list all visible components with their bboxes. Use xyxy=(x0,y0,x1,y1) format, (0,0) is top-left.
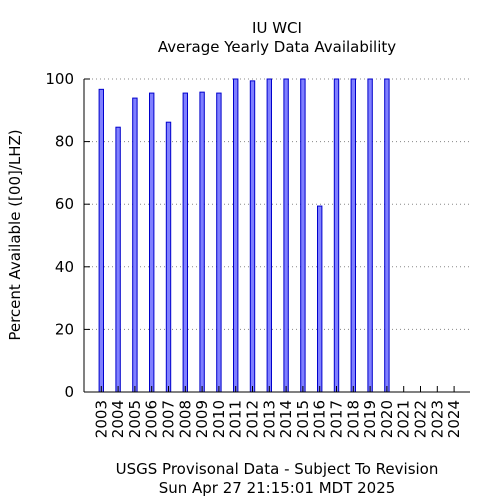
bar-2012 xyxy=(249,80,256,393)
bar-2003 xyxy=(98,88,104,393)
x-tick-label: 2005 xyxy=(126,400,144,438)
bar-2015 xyxy=(300,78,306,393)
x-tick-label: 2008 xyxy=(176,400,194,438)
bar-2014 xyxy=(283,78,289,393)
bar-2005 xyxy=(132,97,138,393)
chart-title: IU WCI xyxy=(252,19,302,37)
x-axis-ticks: 2003200420052006200720082009201020112012… xyxy=(92,386,463,438)
x-tick-label: 2007 xyxy=(160,400,178,438)
chart-subtitle: Average Yearly Data Availability xyxy=(158,38,396,56)
bar-2018 xyxy=(350,78,357,393)
bar-2008 xyxy=(182,92,189,393)
bar-2009 xyxy=(199,91,205,393)
x-tick-label: 2003 xyxy=(92,400,110,438)
bars xyxy=(98,78,390,393)
bar-2017 xyxy=(333,78,340,393)
bar-2019 xyxy=(367,78,373,393)
x-tick-label: 2022 xyxy=(412,400,430,438)
y-axis-ticks: 0 20 40 60 80 100 xyxy=(45,70,90,401)
x-tick-label: 2010 xyxy=(210,400,228,438)
bar-2011 xyxy=(233,78,239,393)
x-tick-label: 2017 xyxy=(328,400,346,438)
x-tick-label: 2015 xyxy=(294,400,312,438)
y-axis-label: Percent Available ([00]/LHZ) xyxy=(6,129,24,340)
x-tick-label: 2009 xyxy=(193,400,211,438)
x-tick-label: 2023 xyxy=(428,400,446,438)
x-tick-label: 2012 xyxy=(244,400,262,438)
footer-timestamp: Sun Apr 27 21:15:01 MDT 2025 xyxy=(159,479,396,497)
grid-lines xyxy=(84,78,470,330)
x-tick-label: 2014 xyxy=(277,400,295,438)
x-tick-label: 2019 xyxy=(361,400,379,438)
bar-2013 xyxy=(266,78,273,393)
y-tick-label: 80 xyxy=(55,133,74,151)
x-tick-label: 2004 xyxy=(109,400,127,438)
bar-2006 xyxy=(149,92,155,393)
x-tick-label: 2020 xyxy=(378,400,396,438)
bar-2004 xyxy=(115,126,121,393)
bar-2010 xyxy=(216,92,222,393)
bar-2016 xyxy=(317,205,323,393)
x-tick-label: 2013 xyxy=(260,400,278,438)
x-tick-label: 2016 xyxy=(311,400,329,438)
y-tick-label: 0 xyxy=(64,383,74,401)
x-tick-label: 2011 xyxy=(227,400,245,438)
y-tick-label: 60 xyxy=(55,195,74,213)
y-tick-label: 40 xyxy=(55,258,74,276)
x-tick-label: 2021 xyxy=(395,400,413,438)
footer-provisional-note: USGS Provisonal Data - Subject To Revisi… xyxy=(116,460,439,478)
x-tick-label: 2006 xyxy=(143,400,161,438)
x-tick-label: 2018 xyxy=(344,400,362,438)
axes xyxy=(83,79,470,393)
bar-2007 xyxy=(165,121,172,393)
y-tick-label: 20 xyxy=(55,320,74,338)
bar-2020 xyxy=(384,78,390,393)
x-tick-label: 2024 xyxy=(445,400,463,438)
y-tick-label: 100 xyxy=(45,70,74,88)
